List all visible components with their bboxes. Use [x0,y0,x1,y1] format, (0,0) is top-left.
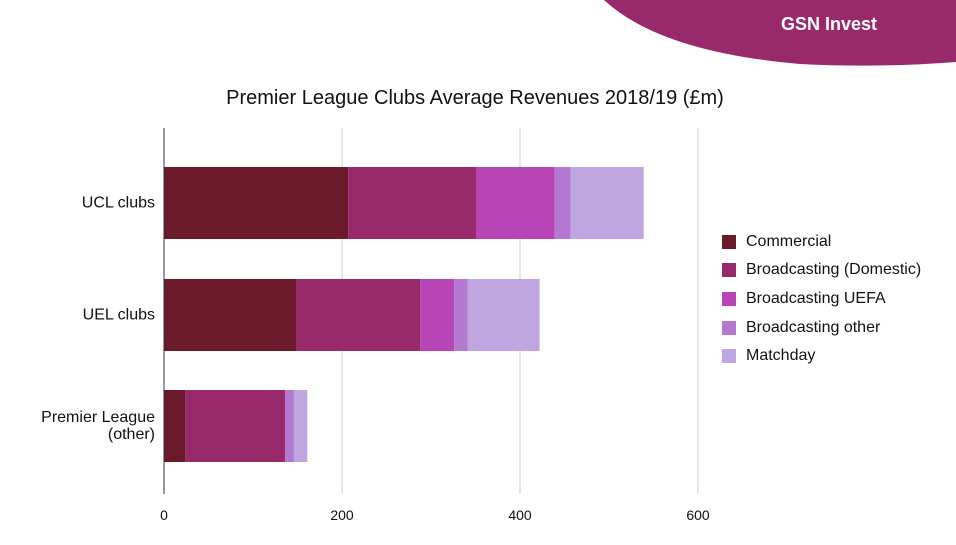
legend-swatch-2 [722,291,736,306]
x-tick-label-0: 0 [160,507,168,523]
chart-title: Premier League Clubs Average Revenues 20… [226,87,724,109]
legend-item-2: Broadcasting UEFA [722,288,921,309]
legend-item-0: Commercial [722,231,921,252]
category-label-2-1: (other) [108,426,155,443]
bar-segment-2-1 [185,390,286,462]
bar-segment-1-1 [296,279,421,351]
legend-swatch-1 [722,263,736,278]
bar-segment-2-4 [293,390,308,462]
bar-segment-1-2 [420,279,455,351]
bar-segment-1-0 [164,279,297,351]
bar-segment-2-0 [164,390,186,462]
chart-legend: Commercial Broadcasting (Domestic) Broadca… [722,231,921,374]
legend-item-1: Broadcasting (Domestic) [722,260,921,281]
bar-segment-0-1 [348,167,477,239]
legend-swatch-3 [722,320,736,335]
bar-segment-0-0 [164,167,349,239]
bar-segment-0-3 [554,167,571,239]
bar-segment-1-3 [454,279,468,351]
category-labels: UCL clubs UEL clubs Premier League(other) [41,195,155,444]
legend-label-4: Matchday [746,347,816,365]
legend-swatch-0 [722,234,736,249]
legend-swatch-4 [722,349,736,364]
tick-labels: 0 200 400 600 [160,507,710,523]
legend-label-3: Broadcasting other [746,318,881,336]
bar-segment-1-4 [467,279,540,351]
bars [164,167,644,462]
x-tick-label-1: 200 [330,507,354,523]
bar-segment-0-4 [570,167,644,239]
category-label-2-0: Premier League [41,409,155,426]
x-tick-label-3: 600 [686,507,710,523]
category-label-1-0: UEL clubs [83,307,155,324]
legend-item-3: Broadcasting other [722,317,921,338]
category-label-0-0: UCL clubs [82,195,155,212]
legend-label-0: Commercial [746,232,832,250]
brand-name: GSN Invest [781,14,878,34]
legend-label-1: Broadcasting (Domestic) [746,261,922,279]
bar-segment-0-2 [476,167,555,239]
legend-item-4: Matchday [722,346,921,367]
legend-label-2: Broadcasting UEFA [746,289,886,307]
bar-segment-2-3 [285,390,294,462]
x-tick-label-2: 400 [508,507,532,523]
